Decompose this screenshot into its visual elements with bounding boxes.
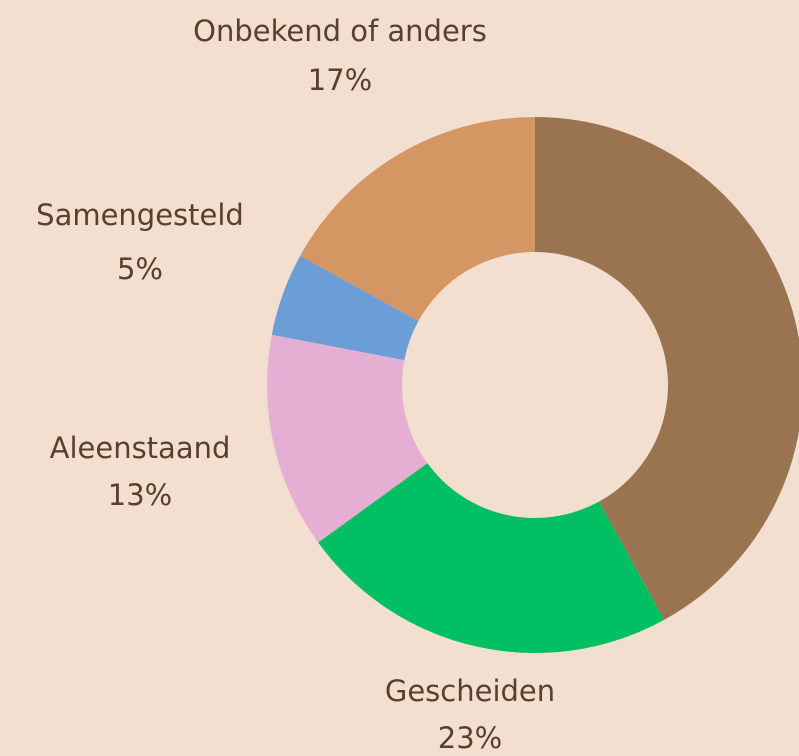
category-label: Samengesteld xyxy=(36,198,244,232)
donut-segment xyxy=(266,334,428,543)
value-label: 13% xyxy=(108,478,172,512)
donut-segment xyxy=(271,255,419,361)
donut-segment xyxy=(300,117,535,321)
value-label: 23% xyxy=(438,721,502,755)
value-label: 17% xyxy=(308,63,372,97)
value-label: 5% xyxy=(117,252,163,286)
category-label: Aleenstaand xyxy=(50,431,231,465)
category-label: Gescheiden xyxy=(385,674,555,708)
donut-segment xyxy=(318,463,665,653)
donut-segment xyxy=(535,117,799,620)
category-label: Onbekend of anders xyxy=(193,14,487,48)
